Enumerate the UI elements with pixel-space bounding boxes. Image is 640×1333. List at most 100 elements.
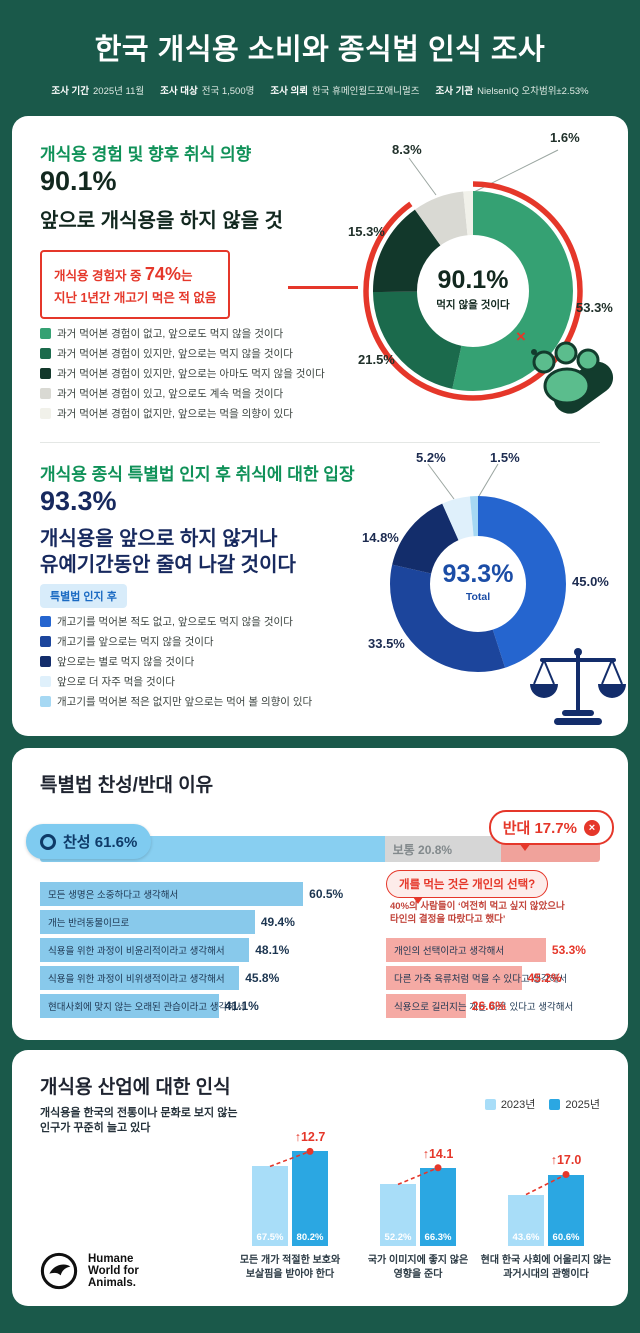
oppose-x-icon: × [584,819,600,836]
reasons-heading: 특별법 찬성/반대 이유 [40,775,214,796]
group2-caption: 국가 이미지에 좋지 않은 영향을 준다 [367,1255,469,1280]
reason-row: 모든 생명은 소중하다고 생각해서 60.5% [40,882,343,906]
bar-2025-group3: 60.6% [548,1174,584,1246]
humane-world-logo: Humane World for Animals. [38,1250,139,1292]
legend-item: 과거 먹어본 경험이 있지만, 앞으로는 먹지 않을 것이다 [40,346,325,361]
agree-reasons-list: 모든 생명은 소중하다고 생각해서 60.5% 개는 반려동물이므로 49.4% 식… [40,882,343,1022]
group3-caption: 현대 한국 사회에 어울리지 않는 과거시대의 관행이다 [480,1255,612,1280]
callout-line1: 개식용 경험자 중 74%는 [54,264,193,284]
legend-swatch [484,1098,496,1110]
up-arrow-icon: ↑ [294,1130,301,1144]
donut-label: 1.5% [490,450,520,465]
experience-callout: 개식용 경험자 중 74%는 지난 1년간 개고기 먹은 적 없음 [40,250,231,320]
experience-legend: 과거 먹어본 경험이 없고, 앞으로도 먹지 않을 것이다 과거 먹어본 경험이… [40,326,325,421]
legend-item: 과거 먹어본 경험이 있지만, 앞으로는 아마도 먹지 않을 것이다 [40,366,325,381]
legend-swatch [549,1098,561,1110]
donut-label: 8.3% [392,142,422,157]
choice-callout: 개를 먹는 것은 개인의 선택? [386,870,549,904]
pill-tail [413,897,423,904]
legend-swatch [40,656,51,667]
callout-line2: 지난 1년간 개고기 먹은 적 없음 [54,290,217,305]
legend-swatch [40,348,51,359]
experience-big-pct: 90.1% [40,166,117,196]
industry-bar-chart: 67.5% 80.2% 52.2% 66.3% 43.6% 60.6% ↑12.… [252,1050,592,1246]
law-donut-center: 93.3% Total [442,560,514,603]
reason-row: 식용을 위한 과정이 비위생적이라고 생각해서 45.8% [40,966,343,990]
logo-text: Humane World for Animals. [88,1253,139,1289]
legend-item-2023: 2023년 [484,1096,535,1112]
experience-donut-chart [363,149,583,401]
oppose-reasons-list: 개인의 선택이라고 생각해서 53.3% 다른 가축 육류처럼 먹을 수 있다고 … [386,938,586,1022]
legend-item: 개고기를 먹어본 적도 없고, 앞으로도 먹지 않을 것이다 [40,614,312,629]
card-reasons: 특별법 찬성/반대 이유 보통 20.8% 찬성 61.6% 반대 17.7% … [12,748,628,1040]
reason-row: 식용으로 길러지는 개는 따로 있다고 생각해서 26.6% [386,994,586,1018]
meta-agency: 조사 기관 NielsenIQ 오차범위±2.53% [435,86,589,97]
reason-row: 개는 반려동물이므로 49.4% [40,910,343,934]
bar-2023-group3: 43.6% [508,1194,544,1246]
legend-item-2025: 2025년 [549,1096,600,1112]
page-title: 한국 개식용 소비와 종식법 인식 조사 [94,34,546,66]
donut-label: 53.3% [576,300,613,315]
oppose-bubble: 반대 17.7% × [488,810,614,851]
logo-bird-mark [40,1252,78,1290]
section-divider [40,442,600,443]
stance-neutral-segment: 보통 20.8% [384,836,501,862]
section-heading-law: 개식용 종식 특별법 인지 후 취식에 대한 입장 [40,465,355,484]
reason-bar: 모든 생명은 소중하다고 생각해서 [40,882,304,906]
callout-connector-line [288,286,358,289]
up-arrow-icon: ↑ [422,1147,429,1161]
donut-label: 21.5% [358,352,395,367]
group1-caption: 모든 개가 적절한 보호와 보살핌을 받아야 한다 [239,1255,341,1280]
reason-row: 식용을 위한 과정이 비윤리적이라고 생각해서 48.1% [40,938,343,962]
legend-swatch [40,368,51,379]
scales-illustration [530,648,626,725]
section-heading-experience: 개식용 경험 및 향후 취식 의향 [40,145,252,164]
experience-donut-center: 90.1% 먹지 않을 것이다 [436,266,510,311]
paw-illustration: × [516,327,614,414]
reason-bar: 개는 반려동물이므로 [40,910,255,934]
card-industry: 개식용 산업에 대한 인식 개식용을 한국의 전통이나 문화로 보지 않는 인구… [12,1050,628,1306]
donut-label: 1.6% [550,130,580,145]
industry-description: 개식용을 한국의 전통이나 문화로 보지 않는 인구가 꾸준히 늘고 있다 [40,1107,238,1134]
bubble-tail [518,843,531,851]
legend-swatch [40,616,51,627]
legend-item: 개고기를 먹어본 적은 없지만 앞으로는 먹어 볼 의향이 있다 [40,694,312,709]
donut-label: 5.2% [416,450,446,465]
reason-bar: 식용을 위한 과정이 비위생적이라고 생각해서 [40,966,240,990]
reason-row: 다른 가축 육류처럼 먹을 수 있다고 생각해서 45.2% [386,966,586,990]
reason-bar: 현대사회에 맞지 않는 오래된 관습이라고 생각해서 [40,994,245,1018]
survey-meta: 조사 기간 2025년 11월 조사 대상 전국 1,500명 조사 의뢰 한국 휴메… [0,83,640,97]
legend-item: 개고기를 앞으로는 먹지 않을 것이다 [40,634,312,649]
legend-item: 과거 먹어본 경험이 없고, 앞으로도 먹지 않을 것이다 [40,326,325,341]
law-badge: 특별법 인지 후 [40,584,127,608]
meta-target: 조사 대상 전국 1,500명 [160,86,255,97]
reason-bar: 식용으로 길러지는 개는 따로 있다고 생각해서 [386,994,573,1018]
law-big-pct: 93.3% [40,486,117,516]
card-survey: 개식용 경험 및 향후 취식 의향 90.1% 앞으로 개식용을 하지 않을 것… [12,116,628,736]
law-donut-chart [390,463,566,672]
donut-label: 14.8% [362,530,399,545]
legend-item: 과거 먹어본 경험이 있고, 앞으로도 계속 먹을 것이다 [40,386,325,401]
legend-swatch [40,636,51,647]
reason-bar: 식용을 위한 과정이 비윤리적이라고 생각해서 [40,938,250,962]
diff-label-group2: ↑14.1 [422,1147,454,1161]
meta-period: 조사 기간 2025년 11월 [51,86,145,97]
industry-heading: 개식용 산업에 대한 인식 [40,1077,231,1098]
svg-text:×: × [516,327,526,346]
reason-row: 개인의 선택이라고 생각해서 53.3% [386,938,586,962]
bar-2025-group2: 66.3% [420,1167,456,1246]
year-legend: 2023년 2025년 [484,1096,600,1112]
legend-swatch [40,328,51,339]
law-line1: 개식용을 앞으로 하지 않거나 [40,528,278,550]
legend-item: 앞으로 더 자주 먹을 것이다 [40,674,312,689]
experience-subtitle: 앞으로 개식용을 하지 않을 것 [40,210,284,232]
meta-client: 조사 의뢰 한국 휴메인월드포애니멀즈 [270,86,420,97]
agree-circle-icon [40,833,56,850]
legend-swatch [40,408,51,419]
legend-item: 과거 먹어본 경험이 없지만, 앞으로는 먹을 의향이 있다 [40,406,325,421]
legend-swatch [40,696,51,707]
reason-bar: 다른 가축 육류처럼 먹을 수 있다고 생각해서 [386,966,567,990]
reason-bar: 개인의 선택이라고 생각해서 [386,938,546,962]
reason-row: 현대사회에 맞지 않는 오래된 관습이라고 생각해서 41.1% [40,994,343,1018]
agree-bubble: 찬성 61.6% [26,824,152,859]
